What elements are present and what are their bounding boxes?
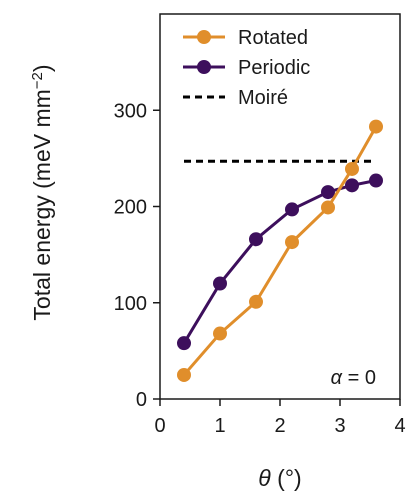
alpha-symbol: α <box>331 367 343 389</box>
data-point-rotated <box>285 235 299 250</box>
data-point-rotated <box>249 294 263 309</box>
legend-marker-rotated <box>197 30 211 44</box>
x-tick-label: 3 <box>334 415 345 437</box>
x-tick-label: 2 <box>274 415 285 437</box>
data-point-periodic <box>213 276 227 291</box>
legend-label-rotated: Rotated <box>238 27 308 49</box>
legend-label-periodic: Periodic <box>238 57 310 79</box>
axes: 0 1 2 3 4 0 100 200 300 <box>114 13 406 437</box>
data-point-rotated <box>321 200 335 215</box>
legend-label-moir: Moiré <box>238 87 288 109</box>
x-axis-title: θ (°) <box>258 465 301 491</box>
alpha-annotation: α = 0 <box>331 367 376 389</box>
x-tick-label: 4 <box>394 415 405 437</box>
legend: Rotated Periodic Moiré <box>183 27 310 109</box>
alpha-value: = 0 <box>342 367 376 389</box>
data-point-rotated <box>345 161 359 176</box>
y-tick-label: 200 <box>114 197 147 219</box>
data-point-periodic <box>345 178 359 193</box>
data-point-periodic <box>285 202 299 217</box>
x-tick-label: 0 <box>154 415 165 437</box>
y-axis-exponent: −2 <box>29 72 46 89</box>
x-axis-symbol: θ <box>258 465 271 491</box>
data-point-periodic <box>321 185 335 200</box>
x-tick-label: 1 <box>214 415 225 437</box>
y-axis-close: ) <box>29 64 55 72</box>
y-tick-label: 300 <box>114 100 147 122</box>
data-point-periodic <box>177 336 191 351</box>
y-axis-title: Total energy (meV mm−2) <box>29 64 56 320</box>
legend-marker-periodic <box>197 60 211 74</box>
data-point-rotated <box>213 326 227 341</box>
data-point-rotated <box>369 119 383 134</box>
data-point-periodic <box>369 173 383 188</box>
y-axis-text: Total energy (meV mm <box>29 89 55 320</box>
data-point-periodic <box>249 232 263 247</box>
y-tick-label: 100 <box>114 293 147 315</box>
y-tick-label: 0 <box>136 389 147 411</box>
x-axis-unit: (°) <box>271 465 302 491</box>
data-point-rotated <box>177 367 191 382</box>
series-layer <box>177 119 383 382</box>
series-line-rotated <box>182 125 378 376</box>
